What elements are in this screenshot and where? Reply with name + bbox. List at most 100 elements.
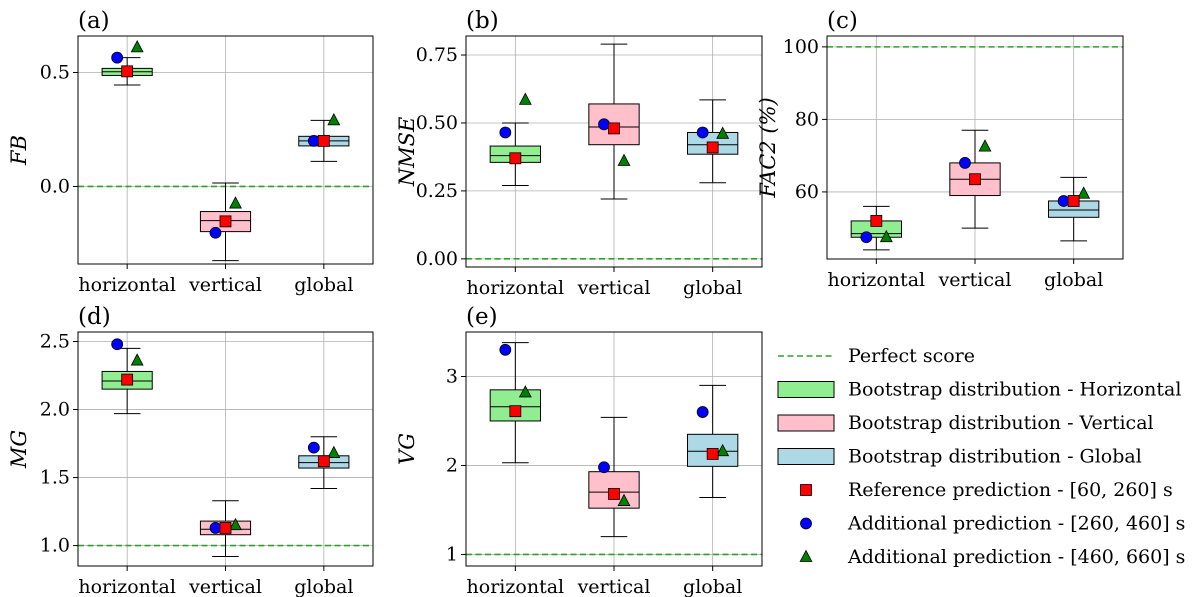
y-tick-label: 0.0	[40, 175, 70, 197]
x-tick-label: horizontal	[828, 269, 926, 291]
y-axis-label: FAC2 (%)	[756, 97, 780, 198]
additional-prediction-260-460-point	[307, 134, 320, 147]
y-tick-label: 1	[446, 543, 458, 565]
reference-prediction-point	[706, 141, 719, 154]
x-tick-label: horizontal	[467, 277, 565, 299]
x-tick-label: global	[1044, 269, 1103, 291]
y-tick-label: 2	[446, 454, 458, 476]
panel-label: (d)	[78, 304, 111, 330]
legend-swatch	[777, 381, 835, 398]
y-tick-label: 1.0	[40, 535, 70, 557]
legend-entry-global: Bootstrap distribution - Global	[777, 446, 1142, 468]
x-tick-label: vertical	[188, 274, 262, 296]
y-tick-label: 60	[795, 181, 819, 203]
legend: Perfect score Bootstrap distribution - Ho…	[777, 345, 1185, 568]
reference-prediction-point	[219, 215, 232, 228]
legend-swatch	[800, 517, 812, 530]
additional-prediction-260-460-point	[696, 406, 709, 418]
additional-prediction-460-660-point	[879, 229, 893, 243]
legend-swatch	[777, 414, 835, 432]
x-tick-label: vertical	[577, 277, 651, 299]
x-tick-label: global	[294, 576, 353, 597]
reference-prediction-point	[509, 405, 522, 418]
chart-panel-a: 0.0 0.5 horizontal vertical global FB (a)	[7, 8, 374, 296]
additional-prediction-460-660-point	[327, 445, 341, 458]
chart-panel-b: 0.00 0.25 0.50 0.75 horizontal vertical global…	[395, 8, 763, 299]
x-tick-label: horizontal	[78, 576, 176, 597]
additional-prediction-460-660-point	[130, 353, 144, 366]
reference-prediction-point	[509, 152, 522, 165]
chart-panel-c: 60 80 100 horizontal vertical global FAC2 (%) (…	[756, 8, 1124, 291]
reference-prediction-point	[608, 122, 620, 135]
reference-prediction-point	[121, 373, 134, 386]
additional-prediction-260-460-point	[209, 522, 222, 534]
additional-prediction-260-460-point	[111, 338, 124, 351]
y-tick-label: 0.5	[40, 61, 70, 83]
reference-prediction-point	[121, 65, 134, 78]
legend-entry-add2: Additional prediction - [460, 660] s	[799, 546, 1185, 568]
reference-prediction-point	[969, 173, 981, 186]
box-vertical	[588, 416, 640, 538]
reference-prediction-point	[317, 455, 330, 468]
additional-prediction-460-660-point	[518, 385, 532, 398]
additional-prediction-460-660-point	[1077, 186, 1091, 199]
additional-prediction-460-660-point	[518, 92, 532, 105]
legend-label: Additional prediction - [460, 660] s	[847, 546, 1185, 568]
additional-prediction-460-660-point	[716, 443, 730, 457]
x-tick-label: horizontal	[467, 576, 565, 597]
additional-prediction-460-660-point	[229, 517, 242, 531]
legend-entry-perfect: Perfect score	[778, 345, 975, 367]
y-axis-label: FB	[7, 135, 31, 166]
box-vertical	[588, 43, 640, 200]
box-horizontal	[489, 342, 541, 464]
y-tick-label: 0.50	[416, 112, 458, 134]
legend-label: Bootstrap distribution - Vertical	[848, 412, 1154, 434]
legend-swatch	[799, 549, 813, 562]
additional-prediction-260-460-point	[111, 51, 124, 64]
x-tick-label: global	[683, 277, 742, 299]
legend-label: Additional prediction - [260, 460] s	[847, 513, 1185, 535]
panels: 0.0 0.5 horizontal vertical global FB (a) 0.00 0…	[7, 8, 1124, 597]
additional-prediction-260-460-point	[209, 226, 222, 239]
y-axis-label: MG	[7, 430, 31, 469]
chart-panel-e: 1 2 3 horizontal vertical global VG (e)	[395, 304, 763, 597]
y-axis-label: VG	[395, 433, 419, 465]
additional-prediction-260-460-point	[499, 343, 512, 356]
y-tick-label: 3	[446, 365, 458, 387]
x-tick-label: global	[683, 576, 742, 597]
legend-entry-add1: Additional prediction - [260, 460] s	[800, 513, 1185, 535]
y-tick-label: 2.5	[40, 331, 70, 353]
additional-prediction-460-660-point	[130, 40, 144, 53]
panel-label: (a)	[78, 8, 110, 34]
legend-entry-vertical: Bootstrap distribution - Vertical	[777, 412, 1154, 434]
reference-prediction-point	[706, 447, 719, 460]
additional-prediction-260-460-point	[860, 231, 873, 244]
additional-prediction-260-460-point	[598, 118, 610, 131]
panel-label: (e)	[466, 304, 498, 330]
additional-prediction-260-460-point	[499, 126, 512, 139]
reference-prediction-point	[219, 522, 232, 534]
x-tick-label: global	[294, 274, 353, 296]
legend-swatch	[800, 484, 812, 496]
y-tick-label: 80	[795, 108, 819, 130]
y-tick-label: 0.00	[416, 248, 458, 270]
x-tick-label: vertical	[188, 576, 262, 597]
x-tick-label: vertical	[938, 269, 1012, 291]
y-tick-label: 100	[783, 36, 819, 58]
box-global	[687, 384, 739, 498]
additional-prediction-460-660-point	[617, 153, 631, 166]
panel-label: (c)	[827, 8, 858, 34]
reference-prediction-point	[608, 488, 620, 500]
y-tick-label: 1.5	[40, 467, 70, 489]
additional-prediction-460-660-point	[716, 126, 730, 139]
box-global	[1048, 176, 1100, 242]
additional-prediction-460-660-point	[229, 196, 242, 209]
box-global	[687, 99, 739, 184]
additional-prediction-260-460-point	[598, 461, 610, 474]
y-axis-label: NMSE	[395, 117, 419, 188]
additional-prediction-260-460-point	[307, 441, 320, 454]
legend-entry-ref: Reference prediction - [60, 260] s	[800, 479, 1173, 501]
reference-prediction-point	[870, 215, 883, 227]
additional-prediction-460-660-point	[327, 113, 341, 126]
